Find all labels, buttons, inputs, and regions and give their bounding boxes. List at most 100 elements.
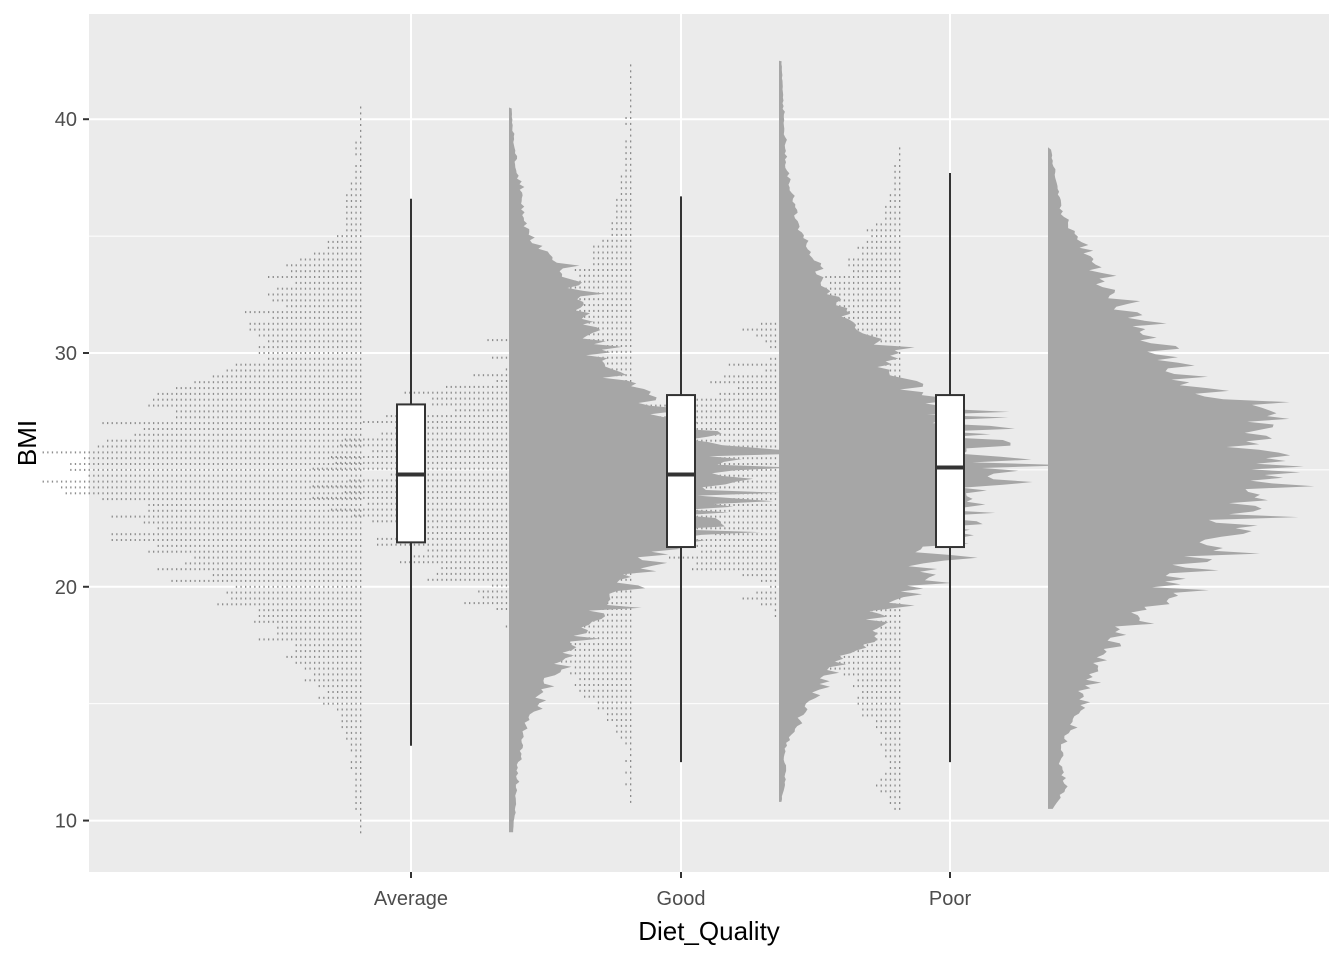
data-dot — [350, 205, 353, 208]
data-dot — [120, 480, 123, 483]
data-dot — [318, 281, 320, 284]
data-dot — [478, 438, 480, 441]
data-dot — [355, 480, 357, 483]
data-dot — [286, 609, 288, 612]
data-dot — [263, 591, 265, 594]
data-dot — [125, 451, 127, 454]
data-dot — [341, 387, 343, 390]
data-dot — [616, 625, 618, 628]
data-dot — [208, 533, 210, 536]
data-dot — [258, 445, 261, 448]
data-dot — [277, 579, 279, 582]
data-dot — [166, 492, 169, 495]
data-dot — [180, 422, 182, 425]
data-dot — [337, 661, 339, 664]
data-dot — [620, 719, 623, 721]
data-dot — [300, 463, 302, 465]
data-dot — [309, 609, 311, 612]
data-dot — [318, 474, 320, 477]
data-dot — [300, 661, 302, 664]
data-dot — [180, 398, 182, 401]
data-dot — [153, 474, 155, 477]
data-dot — [189, 422, 192, 425]
data-dot — [482, 543, 485, 546]
data-dot — [482, 479, 485, 482]
data-dot — [295, 311, 297, 314]
data-dot — [381, 450, 383, 453]
data-dot — [291, 597, 293, 600]
data-dot — [616, 590, 618, 593]
data-dot — [231, 597, 233, 600]
data-dot — [593, 689, 595, 692]
data-dot — [478, 572, 480, 575]
data-dot — [332, 667, 334, 670]
data-dot — [360, 597, 362, 600]
data-dot — [235, 527, 238, 530]
data-dot — [185, 533, 187, 536]
data-dot — [300, 445, 302, 448]
data-dot — [400, 561, 402, 564]
data-dot — [217, 515, 219, 518]
data-dot — [194, 404, 196, 407]
data-dot — [346, 731, 348, 734]
data-dot — [346, 603, 348, 606]
data-dot — [427, 432, 429, 435]
data-dot — [304, 527, 307, 530]
data-dot — [295, 650, 297, 653]
data-dot — [286, 322, 288, 325]
data-dot — [304, 293, 307, 296]
data-dot — [337, 428, 339, 430]
data-dot — [473, 514, 475, 517]
data-dot — [268, 492, 270, 495]
data-dot — [245, 404, 247, 407]
data-dot — [304, 410, 307, 413]
data-dot — [318, 439, 320, 442]
data-dot — [286, 574, 288, 577]
data-dot — [199, 486, 201, 489]
data-dot — [323, 468, 325, 471]
data-dot — [344, 508, 347, 511]
data-dot — [314, 673, 316, 676]
data-dot — [314, 626, 316, 629]
data-dot — [189, 509, 192, 512]
data-dot — [309, 603, 311, 606]
data-dot — [245, 603, 247, 606]
data-dot — [341, 340, 343, 343]
data-dot — [616, 654, 618, 657]
data-dot — [337, 375, 339, 378]
data-dot — [367, 479, 370, 482]
data-dot — [217, 498, 219, 501]
data-dot — [254, 375, 256, 378]
data-dot — [323, 603, 325, 606]
data-dot — [222, 515, 224, 518]
data-dot — [208, 556, 210, 559]
data-dot — [268, 398, 270, 401]
data-dot — [455, 461, 457, 464]
data-dot — [492, 415, 494, 418]
data-dot — [176, 527, 178, 530]
data-dot — [360, 720, 362, 723]
data-dot — [208, 422, 210, 425]
data-dot — [212, 579, 215, 582]
data-dot — [314, 316, 316, 319]
data-dot — [286, 422, 288, 425]
data-dot — [226, 416, 228, 419]
data-dot — [162, 428, 164, 430]
data-dot — [341, 539, 343, 541]
data-dot — [304, 609, 307, 612]
data-dot — [327, 392, 330, 395]
data-dot — [268, 486, 270, 489]
data-dot — [295, 644, 297, 647]
data-dot — [597, 701, 600, 704]
data-dot — [235, 451, 238, 454]
data-dot — [240, 504, 242, 506]
data-dot — [355, 346, 357, 349]
data-dot — [134, 422, 136, 425]
data-dot — [469, 578, 471, 581]
data-dot — [125, 422, 127, 425]
data-dot — [171, 544, 173, 547]
data-dot — [381, 467, 383, 470]
data-dot — [332, 258, 334, 261]
data-dot — [331, 508, 333, 511]
data-dot — [111, 486, 113, 489]
